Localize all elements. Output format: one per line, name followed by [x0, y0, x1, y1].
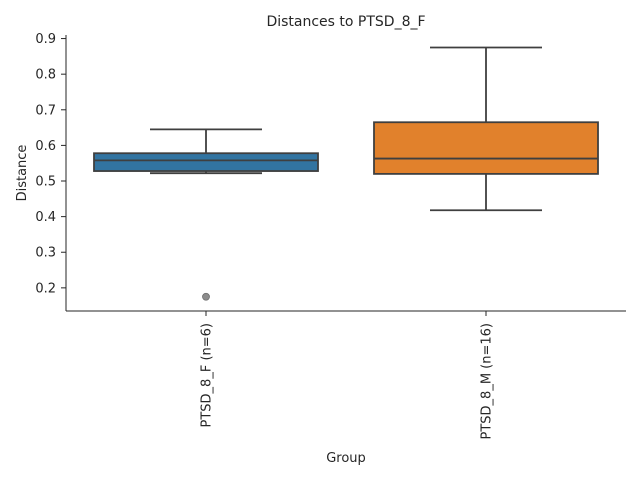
- y-tick-label: 0.8: [35, 68, 56, 83]
- x-tick-label: PTSD_8_F (n=6): [200, 323, 215, 427]
- box-iqr: [93, 152, 319, 172]
- box-iqr: [373, 121, 599, 175]
- plot-area: [93, 46, 599, 301]
- chart-title: Distances to PTSD_8_F: [266, 14, 425, 30]
- x-tick-label: PTSD_8_M (n=16): [480, 323, 495, 439]
- y-tick-label: 0.5: [35, 175, 56, 190]
- y-tick-label: 0.4: [35, 210, 56, 225]
- y-tick-label: 0.2: [35, 281, 56, 296]
- y-tick-label: 0.9: [35, 32, 56, 47]
- x-axis-label: Group: [326, 451, 366, 466]
- outlier-point: [202, 292, 210, 301]
- y-tick-label: 0.6: [35, 139, 56, 154]
- y-axis-label: Distance: [15, 145, 30, 202]
- x-axis-ticks: PTSD_8_F (n=6) PTSD_8_M (n=16): [200, 311, 495, 439]
- box-group: [373, 46, 599, 212]
- y-tick-label: 0.3: [35, 246, 56, 261]
- y-axis-ticks: 0.2 0.3 0.4 0.5 0.6 0.7 0.8 0.9: [35, 32, 66, 296]
- box-group: [93, 128, 319, 301]
- y-tick-label: 0.7: [35, 103, 56, 118]
